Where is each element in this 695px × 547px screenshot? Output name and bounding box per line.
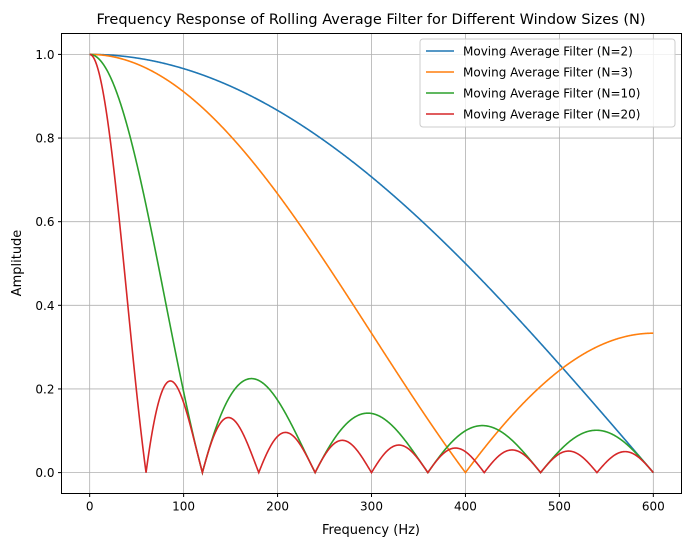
series-line-n2 <box>89 53 654 474</box>
y-tick-label: 1.0 <box>35 48 54 62</box>
legend-label: Moving Average Filter (N=20) <box>463 108 640 122</box>
legend: Moving Average Filter (N=2) Moving Averag… <box>419 38 676 128</box>
x-tick-label: 0 <box>86 500 94 514</box>
chart-title: Frequency Response of Rolling Average Fi… <box>97 12 646 28</box>
x-tick-label: 500 <box>548 500 571 514</box>
legend-label: Moving Average Filter (N=10) <box>463 87 640 101</box>
series-line-n3 <box>89 53 654 474</box>
x-axis-label: Frequency (Hz) <box>322 523 420 538</box>
y-tick-label: 0.4 <box>35 299 54 313</box>
y-tick-label: 0.2 <box>35 382 54 396</box>
x-tick-label: 100 <box>172 500 195 514</box>
y-tick-label: 0.0 <box>35 466 54 480</box>
y-tick-label: 0.8 <box>35 132 54 146</box>
y-axis-label: Amplitude <box>10 230 25 297</box>
series-line-n10 <box>89 53 654 476</box>
x-tick-label: 300 <box>360 500 383 514</box>
legend-label: Moving Average Filter (N=2) <box>463 45 633 59</box>
x-tick-label: 400 <box>454 500 477 514</box>
legend-box <box>419 38 676 128</box>
y-tick-label: 0.6 <box>35 215 54 229</box>
series-line-n20 <box>89 53 654 476</box>
legend-label: Moving Average Filter (N=3) <box>463 66 633 80</box>
x-tick-label: 200 <box>266 500 289 514</box>
x-tick-label: 600 <box>642 500 665 514</box>
